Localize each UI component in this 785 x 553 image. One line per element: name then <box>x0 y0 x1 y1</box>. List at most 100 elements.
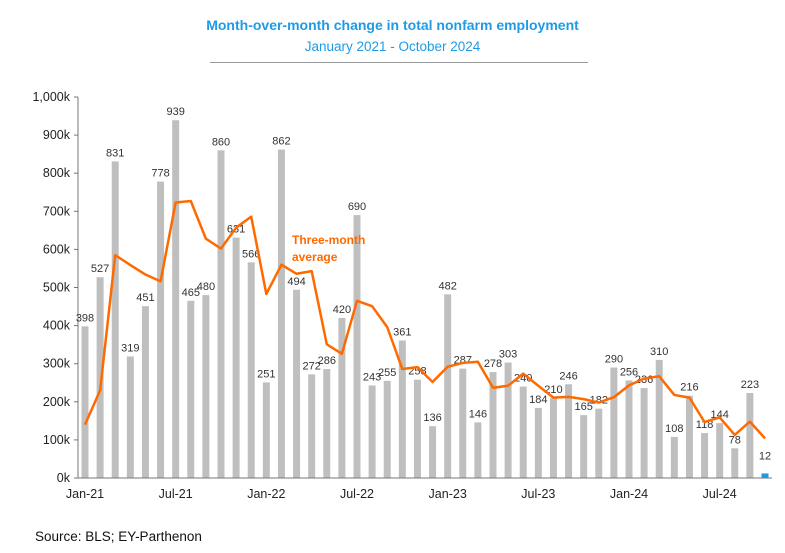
bar-Feb-21 <box>96 277 104 478</box>
y-tick-label: 700k <box>43 204 71 218</box>
bar-May-21 <box>141 306 149 478</box>
x-tick-label: Jul-21 <box>159 487 193 501</box>
bar-value-label: 690 <box>348 201 366 213</box>
bar-value-label: 398 <box>76 312 94 324</box>
bar-value-label: 278 <box>484 358 502 370</box>
bar-May-22 <box>323 369 331 478</box>
bar-Jun-22 <box>338 317 346 478</box>
three-month-average-line <box>83 199 766 440</box>
bar-value-label: 240 <box>514 373 532 385</box>
y-tick-label: 300k <box>43 357 71 371</box>
bar-value-label: 465 <box>182 287 200 299</box>
annotation-line2: average <box>292 250 338 264</box>
bar-Feb-24 <box>640 388 648 478</box>
bar-Sep-22 <box>383 380 391 478</box>
bar-Jan-21 <box>81 326 89 478</box>
y-tick-label: 800k <box>43 166 71 180</box>
y-tick-label: 400k <box>43 319 71 333</box>
bar-Feb-23 <box>459 368 467 478</box>
bar-value-label: 118 <box>696 419 714 431</box>
x-tick-label: Jan-21 <box>66 487 104 501</box>
bar-Apr-21 <box>126 356 134 478</box>
bar-value-label: 566 <box>242 248 260 260</box>
bar-value-label: 778 <box>151 168 169 180</box>
bar-value-label: 831 <box>106 147 124 159</box>
bar-Sep-24 <box>746 393 754 478</box>
bar-May-23 <box>504 362 512 478</box>
bar-Jul-24 <box>716 423 724 478</box>
bar-value-label: 255 <box>378 367 396 379</box>
chart-subtitle: January 2021 - October 2024 <box>304 39 481 54</box>
bar-Jun-24 <box>701 433 709 478</box>
bar-Jan-22 <box>262 382 270 478</box>
bar-Jul-21 <box>172 120 180 478</box>
bar-Apr-22 <box>308 374 316 478</box>
bar-Mar-21 <box>111 161 119 478</box>
bar-value-label: 862 <box>272 136 290 148</box>
bar-Oct-23 <box>580 415 588 478</box>
y-tick-label: 1,000k <box>32 90 70 104</box>
bar-value-label: 361 <box>393 326 411 338</box>
bar-Jul-23 <box>534 407 542 478</box>
bar-Dec-22 <box>429 426 437 478</box>
bar-Oct-22 <box>398 340 406 478</box>
y-tick-label: 900k <box>43 128 71 142</box>
bar-value-label: 290 <box>605 354 623 366</box>
annotation-line1: Three-month <box>292 233 365 247</box>
source-note: Source: BLS; EY-Parthenon <box>35 529 202 544</box>
x-tick-label: Jan-23 <box>429 487 467 501</box>
bar-value-label: 860 <box>212 136 230 148</box>
y-tick-label: 0k <box>57 471 71 485</box>
x-tick-label: Jul-24 <box>703 487 737 501</box>
bar-value-label: 108 <box>665 423 683 435</box>
bar-Feb-22 <box>277 149 285 478</box>
bar-Aug-23 <box>549 397 557 478</box>
bar-Jan-24 <box>625 380 633 478</box>
bar-value-label: 286 <box>318 355 336 367</box>
bar-value-label: 78 <box>729 434 741 446</box>
bar-Oct-24 <box>761 473 769 478</box>
bar-value-label: 482 <box>438 280 456 292</box>
bar-value-label: 272 <box>302 360 320 372</box>
x-tick-label: Jan-22 <box>247 487 285 501</box>
bar-value-label: 251 <box>257 368 275 380</box>
bar-Dec-21 <box>247 262 255 478</box>
bar-May-24 <box>685 395 693 478</box>
bar-Mar-22 <box>293 289 301 478</box>
bar-value-label: 246 <box>559 370 577 382</box>
bar-value-label: 12 <box>759 450 771 462</box>
bar-Nov-22 <box>413 379 421 478</box>
bar-Sep-23 <box>565 384 573 478</box>
bar-value-label: 210 <box>544 384 562 396</box>
bar-Aug-22 <box>368 385 376 478</box>
bar-value-label: 527 <box>91 263 109 275</box>
bar-value-label: 165 <box>574 401 592 413</box>
y-tick-label: 200k <box>43 395 71 409</box>
bar-Mar-23 <box>474 422 482 478</box>
y-tick-label: 600k <box>43 242 71 256</box>
bar-Jul-22 <box>353 215 361 479</box>
bar-value-label: 184 <box>529 394 547 406</box>
bar-value-label: 310 <box>650 346 668 358</box>
bar-value-label: 303 <box>499 349 517 361</box>
bar-Nov-21 <box>232 237 240 478</box>
title-divider <box>210 62 588 63</box>
bar-value-label: 420 <box>333 304 351 316</box>
bar-value-label: 939 <box>166 106 184 118</box>
y-tick-label: 500k <box>43 281 71 295</box>
bar-Aug-24 <box>731 448 739 478</box>
bar-value-label: 182 <box>590 395 608 407</box>
bar-value-label: 236 <box>635 374 653 386</box>
bar-Jun-21 <box>157 181 165 478</box>
chart-title: Month-over-month change in total nonfarm… <box>206 17 579 33</box>
x-tick-label: Jan-24 <box>610 487 648 501</box>
bar-Jan-23 <box>444 294 452 478</box>
bar-value-label: 494 <box>287 276 305 288</box>
bar-value-label: 216 <box>680 382 698 394</box>
bar-Oct-21 <box>217 150 225 478</box>
bar-Aug-21 <box>187 300 195 478</box>
bar-value-label: 243 <box>363 371 381 383</box>
y-tick-label: 100k <box>43 433 71 447</box>
